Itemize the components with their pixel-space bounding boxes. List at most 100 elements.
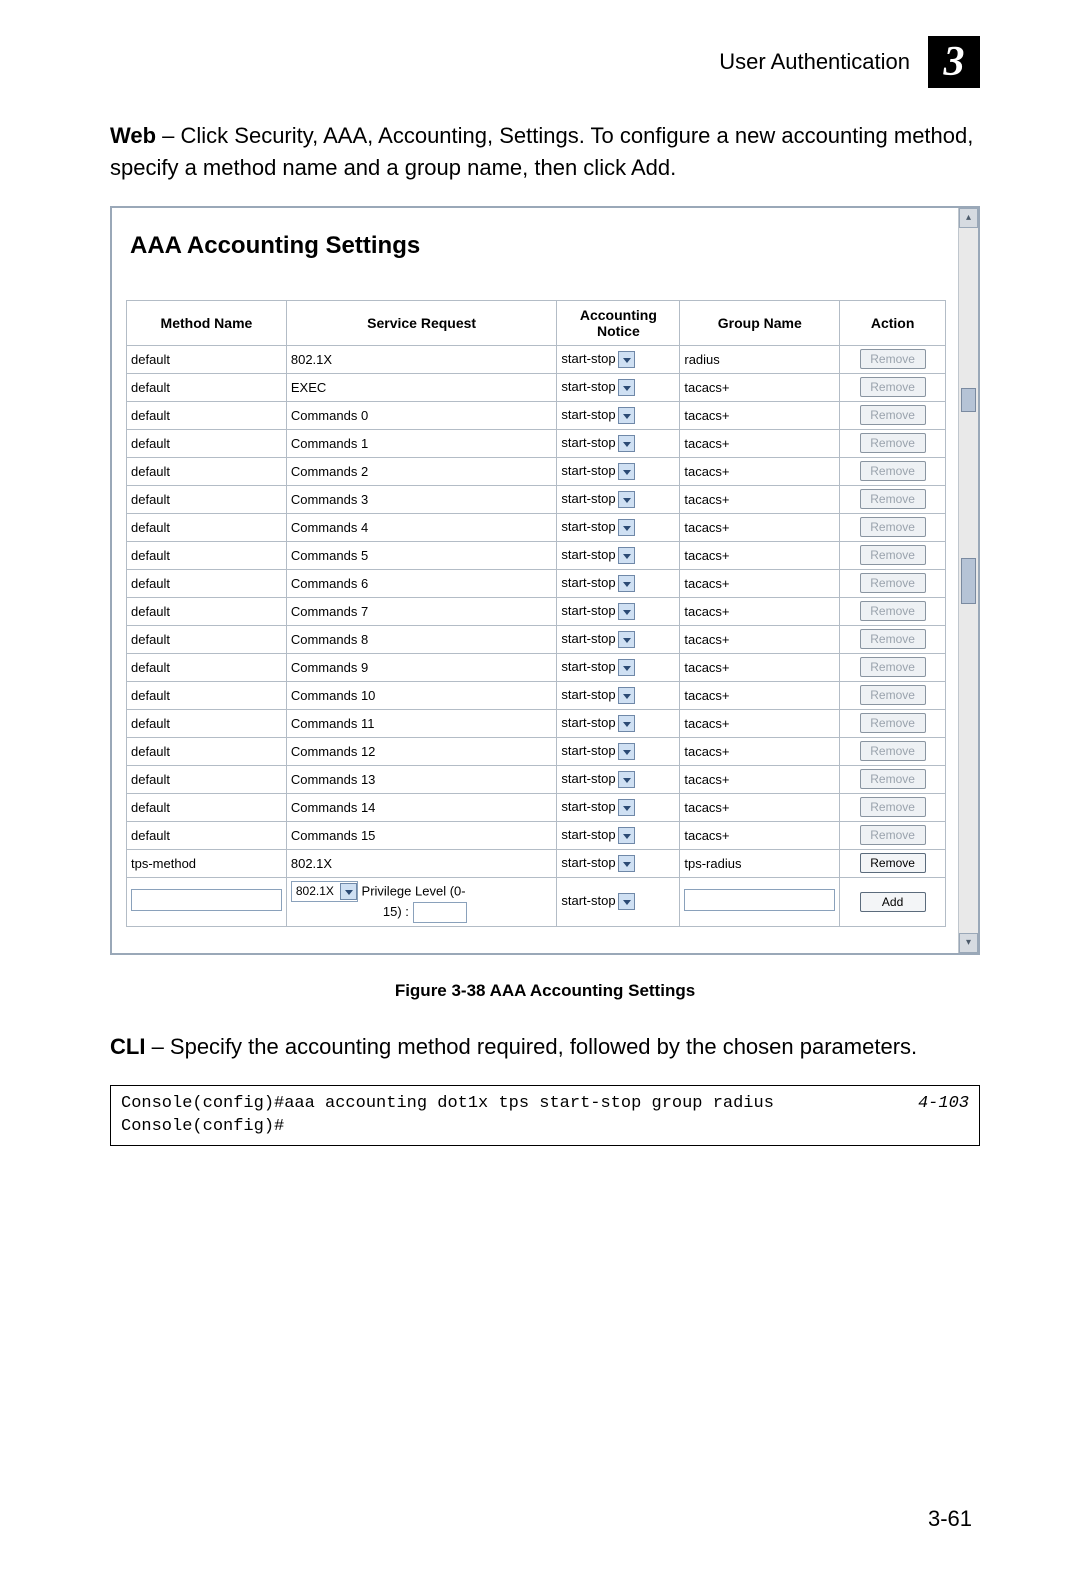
scroll-up-icon[interactable]: ▴ [959, 208, 978, 228]
cell-accounting-notice: start-stop [557, 877, 680, 926]
remove-button: Remove [860, 545, 926, 565]
dropdown-icon[interactable] [618, 575, 635, 592]
dropdown-icon[interactable] [618, 603, 635, 620]
dropdown-icon[interactable] [618, 463, 635, 480]
table-row: defaultCommands 4start-stoptacacs+Remove [127, 513, 946, 541]
dropdown-icon[interactable] [618, 435, 635, 452]
web-text: – Click Security, AAA, Accounting, Setti… [110, 123, 973, 180]
service-request-select[interactable]: 802.1X [291, 881, 358, 902]
add-button[interactable]: Add [860, 892, 926, 912]
dropdown-icon[interactable] [618, 519, 635, 536]
remove-button: Remove [860, 405, 926, 425]
cell-accounting-notice: start-stop [557, 429, 680, 457]
dropdown-icon[interactable] [618, 407, 635, 424]
dropdown-icon[interactable] [618, 379, 635, 396]
scroll-track[interactable] [959, 228, 978, 933]
scroll-thumb[interactable] [961, 558, 976, 604]
col-acct-notice: Accounting Notice [557, 300, 680, 345]
group-name-input[interactable] [684, 889, 835, 911]
table-row: defaultCommands 11start-stoptacacs+Remov… [127, 709, 946, 737]
dropdown-icon[interactable] [618, 799, 635, 816]
privilege-label: 15) : [383, 904, 409, 919]
cli-instructions: CLI – Specify the accounting method requ… [110, 1031, 980, 1063]
dropdown-icon[interactable] [618, 659, 635, 676]
cell-accounting-notice: start-stop [557, 681, 680, 709]
cell-accounting-notice: start-stop [557, 709, 680, 737]
dropdown-icon[interactable] [618, 687, 635, 704]
privilege-level-input[interactable] [413, 902, 467, 923]
cell-action: Remove [840, 849, 946, 877]
cell-method-name: default [127, 793, 287, 821]
cell-action: Remove [840, 765, 946, 793]
dropdown-icon[interactable] [618, 743, 635, 760]
cell-group-name: tacacs+ [680, 429, 840, 457]
method-name-input[interactable] [131, 889, 282, 911]
notice-value: start-stop [561, 575, 615, 590]
dropdown-icon[interactable] [618, 771, 635, 788]
cell-group-name: tacacs+ [680, 821, 840, 849]
table-add-row: 802.1X Privilege Level (0- 15) : start-st… [127, 877, 946, 926]
method-name-input-cell [127, 877, 287, 926]
notice-value: start-stop [561, 771, 615, 786]
cell-action: Remove [840, 429, 946, 457]
cell-service-request: Commands 5 [286, 541, 557, 569]
table-row: defaultCommands 0start-stoptacacs+Remove [127, 401, 946, 429]
cell-service-request: Commands 2 [286, 457, 557, 485]
cell-service-request: Commands 1 [286, 429, 557, 457]
cell-group-name: tacacs+ [680, 653, 840, 681]
cell-service-request: Commands 6 [286, 569, 557, 597]
dropdown-icon[interactable] [618, 491, 635, 508]
dropdown-icon[interactable] [618, 547, 635, 564]
cell-method-name: default [127, 765, 287, 793]
scrollbar[interactable]: ▴ ▾ [958, 208, 978, 953]
cell-service-request: Commands 10 [286, 681, 557, 709]
cell-group-name: tacacs+ [680, 513, 840, 541]
cli-label: CLI [110, 1034, 145, 1059]
cell-group-name: tacacs+ [680, 793, 840, 821]
cell-method-name: default [127, 541, 287, 569]
cell-action: Remove [840, 821, 946, 849]
cell-action: Remove [840, 541, 946, 569]
remove-button: Remove [860, 741, 926, 761]
dropdown-icon[interactable] [618, 827, 635, 844]
cell-method-name: default [127, 401, 287, 429]
screenshot-panel: AAA Accounting Settings Method Name Serv… [110, 206, 980, 955]
notice-value: start-stop [561, 603, 615, 618]
cell-action: Remove [840, 401, 946, 429]
web-label: Web [110, 123, 156, 148]
cell-accounting-notice: start-stop [557, 345, 680, 373]
dropdown-icon[interactable] [618, 351, 635, 368]
privilege-label: Privilege Level (0- [362, 883, 466, 898]
cell-accounting-notice: start-stop [557, 737, 680, 765]
cli-text: – Specify the accounting method required… [145, 1034, 917, 1059]
dropdown-icon[interactable] [618, 855, 635, 872]
remove-button[interactable]: Remove [860, 853, 926, 873]
cell-action: Remove [840, 625, 946, 653]
page-header-title: User Authentication [719, 49, 910, 75]
scroll-down-icon[interactable]: ▾ [959, 933, 978, 953]
cell-action: Remove [840, 485, 946, 513]
scroll-thumb[interactable] [961, 388, 976, 412]
notice-value: start-stop [561, 407, 615, 422]
notice-value: start-stop [561, 491, 615, 506]
notice-value: start-stop [561, 799, 615, 814]
cell-service-request: 802.1X [286, 849, 557, 877]
remove-button: Remove [860, 517, 926, 537]
notice-value: start-stop [561, 659, 615, 674]
cell-action: Remove [840, 793, 946, 821]
group-name-input-cell [680, 877, 840, 926]
remove-button: Remove [860, 489, 926, 509]
cell-method-name: default [127, 569, 287, 597]
cell-service-request: Commands 8 [286, 625, 557, 653]
dropdown-icon[interactable] [340, 883, 357, 900]
table-row: tps-method802.1Xstart-stoptps-radiusRemo… [127, 849, 946, 877]
cli-lines: Console(config)#aaa accounting dot1x tps… [121, 1092, 918, 1140]
cell-group-name: tacacs+ [680, 597, 840, 625]
dropdown-icon[interactable] [618, 631, 635, 648]
dropdown-icon[interactable] [618, 893, 635, 910]
remove-button: Remove [860, 629, 926, 649]
table-row: defaultCommands 2start-stoptacacs+Remove [127, 457, 946, 485]
notice-value: start-stop [561, 715, 615, 730]
notice-value: start-stop [561, 519, 615, 534]
dropdown-icon[interactable] [618, 715, 635, 732]
